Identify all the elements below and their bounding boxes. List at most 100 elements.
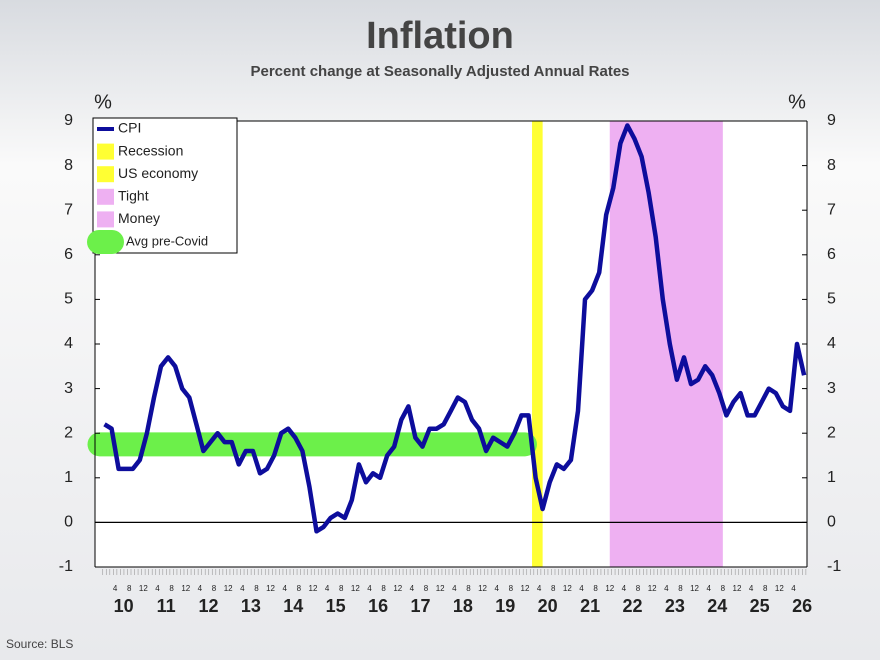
x-month-label: 12 [266,584,275,593]
x-month-label: 4 [622,584,627,593]
y-tick-label: 6 [64,246,73,263]
chart-title: Inflation [366,15,514,57]
x-month-label: 12 [563,584,572,593]
y-tick-label: 2 [64,424,73,441]
x-month-label: 12 [775,584,784,593]
x-month-label: 8 [593,584,598,593]
x-year-label: 23 [665,596,685,616]
source-note: Source: BLS [6,637,73,651]
legend-swatch [97,211,114,228]
y-tick-label: -1 [59,558,73,575]
x-year-label: 22 [622,596,642,616]
x-year-label: 19 [495,596,515,616]
x-month-label: 12 [181,584,190,593]
cpi-line [103,123,807,534]
x-year-label: 21 [580,596,600,616]
x-month-label: 12 [309,584,318,593]
x-month-label: 8 [424,584,429,593]
x-month-label: 12 [648,584,657,593]
x-month-label: 4 [282,584,287,593]
x-month-label: 4 [537,584,542,593]
x-year-label: 25 [750,596,770,616]
x-month-label: 4 [579,584,584,593]
shaded-period [609,121,723,567]
x-month-label: 8 [339,584,344,593]
x-year-label: 12 [198,596,218,616]
legend-box [92,117,238,254]
x-month-label: 12 [478,584,487,593]
x-month-label: 8 [297,584,302,593]
legend-label: Money [118,210,160,226]
x-month-label: 4 [706,584,711,593]
x-month-label: 4 [664,584,669,593]
x-month-label: 4 [367,584,372,593]
x-month-label: 12 [351,584,360,593]
x-year-label: 13 [241,596,261,616]
x-month-label: 4 [155,584,160,593]
x-year-label: 16 [368,596,388,616]
y2-tick-label: 5 [827,291,836,308]
y-tick-label: 4 [64,335,73,352]
y2-tick-label: 4 [827,335,836,352]
x-year-label: 26 [792,596,812,616]
y-tick-label: 5 [64,291,73,308]
x-year-label: 11 [157,596,176,616]
x-month-label: 8 [212,584,217,593]
y-unit-label: % [94,91,112,113]
x-year-label: 24 [707,596,727,616]
y2-tick-label: 3 [827,380,836,397]
x-month-label: 12 [224,584,233,593]
x-month-label: 4 [452,584,457,593]
x-month-label: 4 [198,584,203,593]
x-month-label: 12 [733,584,742,593]
x-month-label: 12 [605,584,614,593]
legend-label: CPI [118,120,141,136]
x-month-label: 8 [763,584,768,593]
x-month-label: 4 [791,584,796,593]
x-month-label: 8 [721,584,726,593]
x-month-label: 4 [113,584,118,593]
x-year-label: 14 [283,596,303,616]
x-month-label: 4 [494,584,499,593]
y2-tick-label: 2 [827,424,836,441]
shaded-period [532,121,543,567]
y-tick-label: 8 [64,157,73,174]
y2-tick-label: 9 [827,112,836,129]
y-tick-label: 0 [64,514,73,531]
y2-unit-label: % [788,91,806,113]
x-month-label: 4 [749,584,754,593]
y-tick-label: 9 [64,112,73,129]
x-year-label: 15 [326,596,346,616]
x-month-label: 8 [466,584,471,593]
x-month-label: 12 [139,584,148,593]
y2-tick-label: 6 [827,246,836,263]
x-month-label: 4 [410,584,415,593]
x-month-label: 8 [678,584,683,593]
y2-tick-label: 1 [827,469,836,486]
x-year-label: 20 [538,596,558,616]
y2-tick-label: 0 [827,514,836,531]
x-month-label: 8 [551,584,556,593]
y-tick-label: 3 [64,380,73,397]
x-month-label: 8 [127,584,132,593]
x-month-label: 12 [393,584,402,593]
y-tick-label: 7 [64,201,73,218]
y2-tick-label: -1 [827,558,841,575]
legend-swatch [97,188,114,205]
y-tick-label: 1 [64,469,73,486]
x-month-label: 4 [240,584,245,593]
x-month-label: 12 [690,584,699,593]
x-month-label: 8 [636,584,641,593]
x-month-label: 8 [254,584,259,593]
x-year-label: 18 [453,596,473,616]
x-month-label: 8 [509,584,514,593]
x-month-label: 8 [381,584,386,593]
y2-tick-label: 8 [827,157,836,174]
legend-label: US economy [118,165,198,181]
legend-label: Tight [118,188,149,204]
legend-swatch [97,166,114,183]
x-year-label: 10 [114,596,134,616]
x-month-label: 12 [436,584,445,593]
x-month-label: 8 [169,584,174,593]
